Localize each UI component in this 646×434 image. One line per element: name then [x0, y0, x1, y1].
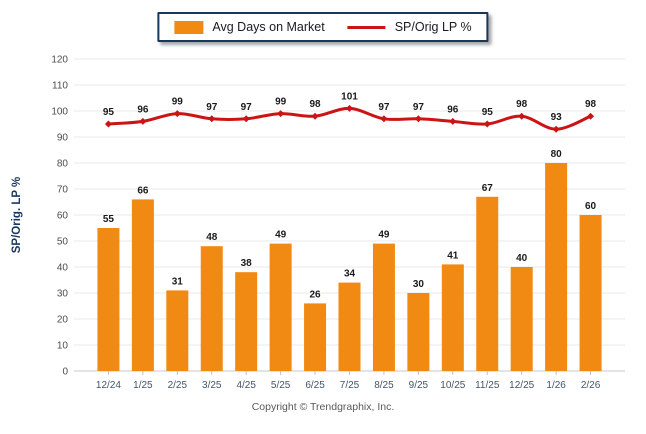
- y-tick-label: 70: [57, 185, 69, 196]
- line-value-label: 101: [341, 91, 358, 102]
- x-tick-label: 6/25: [305, 380, 325, 391]
- x-tick-label: 11/25: [475, 380, 500, 391]
- line-marker: [173, 110, 181, 118]
- line-value-label: 98: [310, 99, 322, 110]
- bar: [372, 243, 395, 371]
- x-tick-label: 10/25: [440, 380, 465, 391]
- bar: [338, 282, 361, 371]
- bar-value-label: 49: [275, 230, 287, 241]
- line-value-label: 97: [378, 102, 390, 113]
- x-tick-label: 12/24: [96, 380, 121, 391]
- x-tick-label: 8/25: [374, 380, 394, 391]
- line-value-label: 97: [241, 102, 253, 113]
- bar-value-label: 30: [413, 279, 425, 290]
- bar-value-label: 38: [241, 258, 253, 269]
- bar-value-label: 55: [103, 214, 115, 225]
- bar: [510, 267, 533, 371]
- x-tick-label: 1/25: [133, 380, 153, 391]
- line-value-label: 98: [516, 99, 528, 110]
- y-tick-label: 100: [51, 107, 68, 118]
- bar: [97, 228, 120, 371]
- y-tick-label: 80: [57, 159, 69, 170]
- line-marker: [346, 104, 353, 112]
- line-marker: [139, 117, 147, 125]
- x-tick-label: 4/25: [236, 380, 256, 391]
- line-marker: [208, 115, 216, 123]
- line-marker: [311, 112, 319, 120]
- line-value-label: 99: [172, 97, 184, 108]
- bar: [407, 293, 430, 371]
- y-tick-label: 120: [51, 55, 68, 66]
- bar-series-label: Avg Days on Market: [212, 20, 325, 34]
- line-marker: [277, 110, 285, 118]
- bar-value-label: 41: [447, 250, 459, 261]
- line-value-label: 95: [103, 107, 115, 118]
- line-value-label: 96: [137, 104, 149, 115]
- bar: [200, 246, 223, 371]
- line-value-label: 96: [447, 104, 459, 115]
- x-tick-label: 9/25: [409, 380, 429, 391]
- line-marker: [414, 115, 422, 123]
- bar: [476, 196, 499, 371]
- y-tick-label: 10: [57, 341, 69, 352]
- copyright-text: Copyright © Trendgraphix, Inc.: [251, 401, 395, 413]
- line-value-label: 99: [275, 97, 287, 108]
- line-marker: [552, 125, 560, 133]
- bar-value-label: 80: [551, 149, 563, 160]
- y-tick-label: 20: [57, 315, 69, 326]
- bar-value-label: 26: [310, 289, 322, 300]
- line-value-label: 97: [413, 102, 425, 113]
- line-series-label: SP/Orig LP %: [394, 20, 472, 34]
- bar: [269, 243, 292, 371]
- line-marker: [380, 115, 388, 123]
- y-tick-label: 90: [57, 133, 69, 144]
- x-tick-label: 7/25: [340, 380, 360, 391]
- y-tick-label: 40: [57, 263, 69, 274]
- x-tick-label: 2/26: [581, 380, 601, 391]
- bar: [545, 163, 568, 371]
- line-marker: [483, 120, 491, 128]
- line-value-label: 97: [206, 102, 218, 113]
- bar: [131, 199, 154, 371]
- bar: [166, 290, 189, 371]
- bar-value-label: 48: [206, 232, 218, 243]
- x-tick-label: 12/25: [509, 380, 534, 391]
- x-tick-label: 1/26: [546, 380, 566, 391]
- line-value-label: 95: [482, 107, 494, 118]
- x-tick-label: 3/25: [202, 380, 222, 391]
- x-tick-label: 2/25: [168, 380, 188, 391]
- bar-value-label: 40: [516, 253, 528, 264]
- bar: [441, 264, 464, 371]
- y-tick-label: 60: [57, 211, 69, 222]
- bar: [579, 215, 602, 371]
- bar-value-label: 66: [137, 185, 149, 196]
- line-series-swatch: [347, 25, 386, 29]
- line-value-label: 93: [551, 112, 563, 123]
- chart-legend: Avg Days on Market SP/Orig LP %: [157, 12, 489, 42]
- bar: [235, 272, 258, 371]
- bar-value-label: 31: [172, 276, 184, 287]
- bar-series-swatch: [174, 20, 204, 34]
- y-tick-label: 30: [57, 289, 69, 300]
- line-marker: [242, 115, 250, 123]
- bar: [304, 303, 327, 371]
- bar-value-label: 60: [585, 201, 597, 212]
- y-tick-label: 50: [57, 237, 69, 248]
- y-tick-label: 0: [62, 367, 68, 378]
- line-marker: [104, 120, 112, 128]
- bar-value-label: 34: [344, 269, 356, 280]
- x-tick-label: 5/25: [271, 380, 291, 391]
- bar-value-label: 49: [378, 230, 390, 241]
- bar-value-label: 67: [482, 183, 494, 194]
- line-marker: [587, 112, 595, 120]
- line-value-label: 98: [585, 99, 597, 110]
- line-marker: [449, 117, 457, 125]
- y-axis-title: SP/Orig. LP %: [11, 177, 23, 253]
- line-marker: [518, 112, 526, 120]
- y-tick-label: 110: [52, 81, 68, 92]
- plot-area: 0 10 20 30 40 50 60 70 80 90 100 110 120 55 12/24 66 1/2…: [51, 55, 625, 391]
